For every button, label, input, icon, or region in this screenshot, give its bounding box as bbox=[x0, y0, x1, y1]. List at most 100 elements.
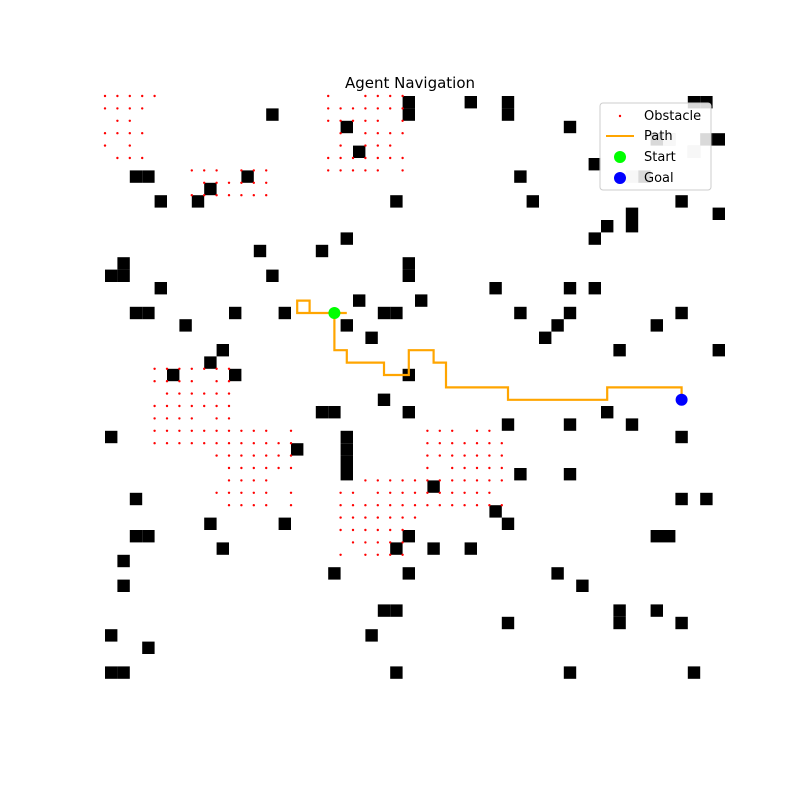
obstacle-point bbox=[426, 442, 429, 445]
obstacle-cell bbox=[142, 530, 155, 543]
obstacle-point bbox=[376, 94, 379, 98]
obstacle-point bbox=[351, 541, 355, 544]
obstacle-point bbox=[364, 516, 367, 519]
obstacle-point bbox=[215, 429, 218, 432]
obstacle-point bbox=[116, 94, 119, 98]
obstacle-point bbox=[265, 466, 268, 470]
obstacle-point bbox=[401, 553, 404, 556]
obstacle-cell bbox=[712, 207, 725, 220]
obstacle-cell bbox=[427, 480, 440, 493]
obstacle-cell bbox=[563, 120, 577, 134]
legend-start-label: Start bbox=[644, 150, 676, 165]
obstacle-point bbox=[178, 404, 181, 408]
obstacle-cell bbox=[154, 282, 167, 295]
obstacle-point bbox=[227, 404, 231, 408]
start-marker bbox=[328, 307, 341, 319]
obstacle-point bbox=[339, 491, 342, 494]
obstacle-point bbox=[413, 504, 417, 507]
obstacle-point bbox=[215, 181, 218, 184]
obstacle-point bbox=[289, 491, 293, 494]
obstacle-cell bbox=[402, 530, 415, 543]
obstacle-point bbox=[426, 479, 429, 482]
obstacle-cell bbox=[390, 195, 403, 208]
obstacle-cell bbox=[390, 542, 403, 555]
obstacle-cell bbox=[464, 542, 477, 555]
obstacle-cell bbox=[315, 406, 329, 419]
obstacle-point bbox=[327, 119, 330, 123]
obstacle-point bbox=[165, 404, 169, 408]
obstacle-point bbox=[178, 429, 181, 432]
obstacle-cell bbox=[142, 641, 155, 654]
obstacle-point bbox=[463, 454, 466, 457]
obstacle-point bbox=[215, 491, 218, 494]
endpoints bbox=[328, 307, 688, 406]
obstacle-point bbox=[364, 169, 367, 172]
obstacle-point bbox=[165, 380, 169, 383]
obstacle-point bbox=[401, 156, 404, 160]
obstacle-point bbox=[240, 429, 243, 432]
chart-title: Agent Navigation bbox=[345, 74, 475, 92]
obstacle-cell bbox=[216, 344, 229, 357]
obstacle-cell bbox=[328, 406, 341, 419]
obstacle-point bbox=[376, 491, 379, 494]
obstacle-cell bbox=[191, 195, 205, 208]
obstacle-point bbox=[500, 442, 503, 445]
obstacle-point bbox=[376, 528, 379, 532]
obstacle-point bbox=[475, 504, 479, 507]
obstacle-point bbox=[351, 119, 355, 123]
obstacle-cell bbox=[253, 244, 267, 258]
obstacle-cell bbox=[142, 170, 155, 183]
obstacle-cell bbox=[142, 306, 155, 320]
obstacle-point bbox=[165, 367, 169, 370]
obstacle-cell bbox=[415, 294, 428, 307]
obstacle-point bbox=[364, 156, 367, 160]
obstacle-cell bbox=[129, 170, 143, 183]
obstacle-point bbox=[389, 516, 392, 519]
obstacle-point bbox=[426, 504, 429, 507]
obstacle-point bbox=[463, 442, 466, 445]
obstacle-cell bbox=[402, 269, 415, 282]
obstacle-point bbox=[128, 156, 131, 160]
obstacle-point bbox=[289, 454, 293, 457]
obstacle-point bbox=[438, 429, 441, 432]
obstacle-point bbox=[265, 181, 268, 184]
obstacle-point bbox=[488, 466, 491, 470]
obstacle-cell bbox=[625, 418, 639, 431]
obstacle-point bbox=[401, 119, 404, 123]
obstacle-cell bbox=[117, 666, 130, 679]
obstacle-cell bbox=[129, 492, 143, 506]
obstacle-point bbox=[376, 504, 379, 507]
obstacle-point bbox=[351, 156, 355, 160]
obstacle-cell bbox=[390, 666, 403, 679]
obstacle-point bbox=[141, 107, 144, 110]
obstacle-point bbox=[265, 491, 268, 494]
obstacle-cell bbox=[588, 282, 601, 295]
obstacle-point bbox=[389, 107, 392, 110]
obstacle-point bbox=[203, 194, 206, 197]
obstacle-point bbox=[339, 144, 342, 147]
obstacle-cell bbox=[712, 133, 725, 146]
obstacle-point bbox=[364, 553, 367, 556]
obstacle-point bbox=[389, 553, 392, 556]
obstacle-cell bbox=[501, 418, 515, 431]
obstacle-cell bbox=[712, 344, 725, 357]
obstacle-point bbox=[277, 442, 280, 445]
obstacle-point bbox=[116, 132, 119, 135]
obstacle-point bbox=[463, 466, 466, 470]
obstacle-point bbox=[488, 491, 491, 494]
obstacle-cell bbox=[328, 567, 341, 580]
obstacle-cell bbox=[650, 604, 663, 617]
obstacle-point bbox=[252, 454, 255, 457]
obstacle-point bbox=[178, 417, 181, 420]
obstacle-point bbox=[451, 429, 454, 432]
obstacle-point bbox=[438, 454, 441, 457]
obstacle-cell bbox=[229, 306, 242, 320]
obstacle-point bbox=[438, 504, 441, 507]
obstacle-point bbox=[289, 429, 293, 432]
obstacle-point bbox=[389, 144, 392, 147]
obstacle-cell bbox=[687, 666, 701, 679]
obstacle-point bbox=[203, 442, 206, 445]
legend: Obstacle Path Start Goal bbox=[599, 102, 712, 191]
obstacle-point bbox=[351, 491, 355, 494]
obstacle-cell bbox=[390, 604, 403, 617]
